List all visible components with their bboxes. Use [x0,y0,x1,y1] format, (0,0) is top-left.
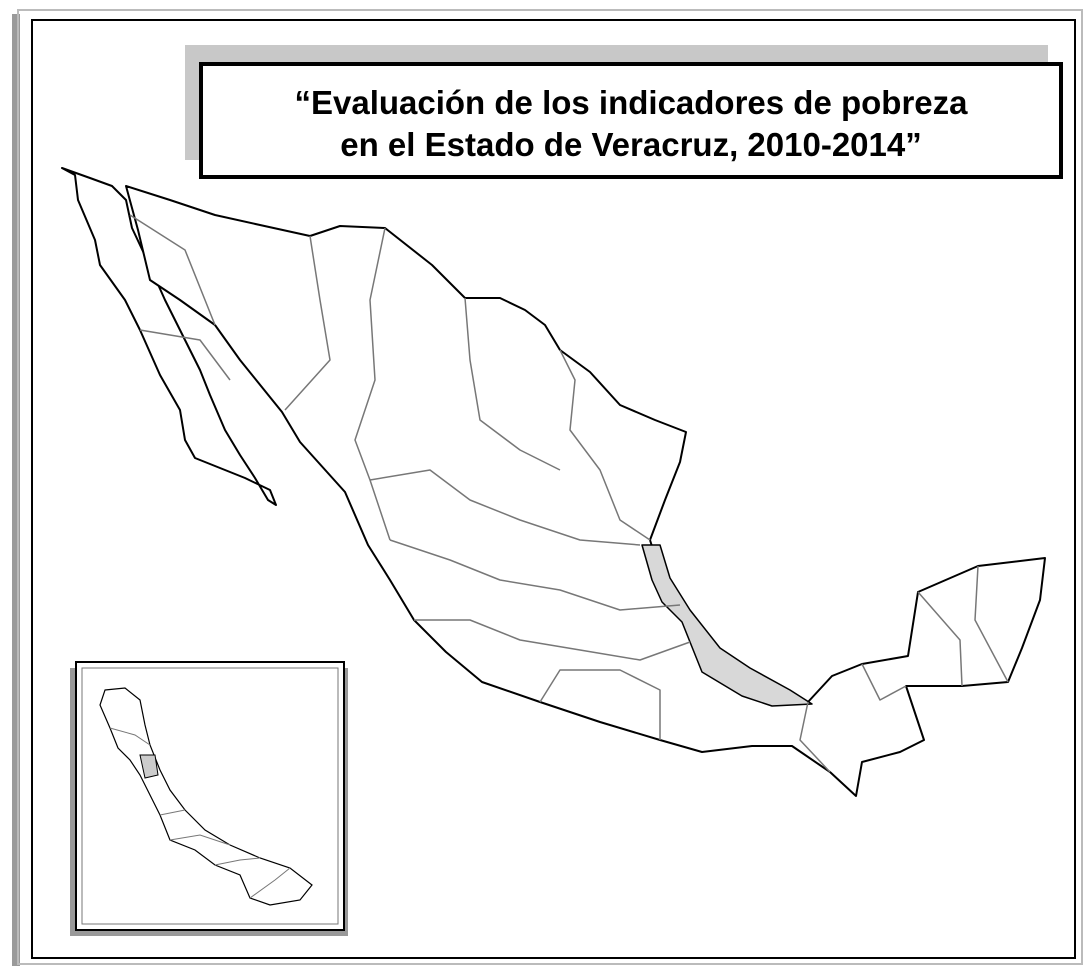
mexico-map [61,167,1046,797]
mainland [125,185,1046,797]
veracruz-inset-map [99,687,313,906]
municipality-highlight [139,754,159,779]
frame-shadow [12,14,20,966]
inset-inner-frame [81,667,339,925]
title-line: “Evaluación de los indicadores de pobrez… [294,84,968,121]
title-box [199,62,1063,179]
municipality-borders [109,727,291,899]
inner-frame [31,19,1076,959]
title-line: en el Estado de Veracruz, 2010-2014” [340,126,921,163]
state-borders [129,214,1009,773]
veracruz-highlight [641,544,813,707]
outer-frame [17,9,1083,965]
